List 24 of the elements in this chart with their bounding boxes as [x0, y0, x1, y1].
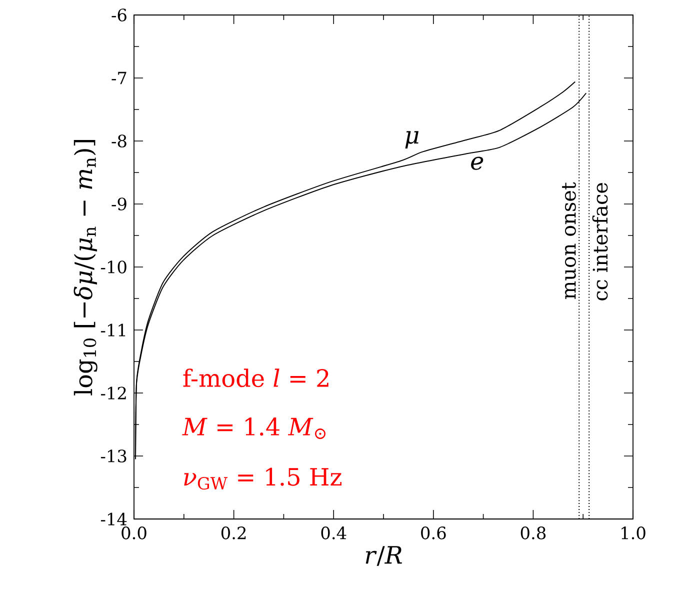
y-tick-label: -11 [100, 324, 126, 336]
y-tick-label: -13 [100, 450, 126, 462]
x-tick-label: 0.4 [321, 526, 346, 540]
y-tick-label: -6 [112, 8, 126, 22]
y-tick-label: -8 [112, 134, 126, 148]
y-tick-label: -14 [100, 512, 127, 526]
x-tick-label: 0.2 [221, 526, 246, 540]
y-tick-label: -7 [112, 72, 126, 84]
y-tick-label: -12 [100, 386, 126, 400]
text: log$_{10}$ [−δμ/(μ$_{n}$ − m$_{n}$)] [74, 140, 98, 396]
y-tick-label: -9 [112, 198, 126, 210]
series-label: μ [405, 131, 419, 149]
ref-line-label: cc interface [592, 183, 608, 300]
x-axis-title: r/R [366, 546, 402, 566]
x-tick-label: 0.8 [520, 526, 546, 540]
y-tick-label: -10 [100, 260, 126, 274]
series-label: e [471, 156, 484, 170]
annotation: f-mode l = 2 [183, 368, 328, 388]
x-tick-label: 0.6 [421, 526, 446, 540]
annotation: M = 1.4 M$_{⊙}$ [182, 418, 326, 440]
annotation: ν$_{GW}$ = 1.5 Hz [184, 468, 342, 490]
x-tick-label: 0.0 [122, 526, 146, 540]
ref-line-label: muon onset [562, 182, 576, 300]
x-tick-label: 1.0 [622, 526, 646, 540]
